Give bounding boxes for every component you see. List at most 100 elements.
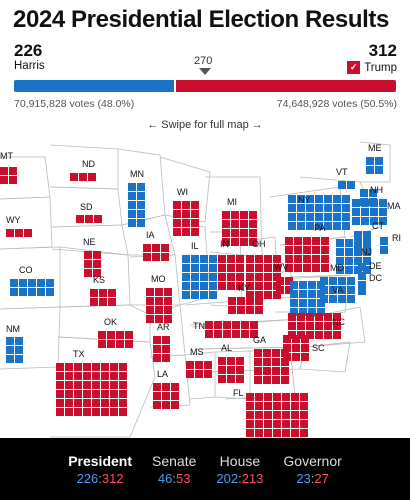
electoral-tile [333, 213, 341, 221]
electoral-tile [128, 210, 136, 218]
electoral-tile [182, 282, 190, 290]
state-co[interactable] [10, 279, 54, 296]
state-sc[interactable] [283, 335, 309, 361]
electoral-tile [200, 291, 208, 299]
electoral-tile [366, 166, 374, 174]
electoral-tile [231, 229, 239, 237]
state-nd[interactable] [70, 173, 96, 181]
electoral-tile [345, 248, 353, 256]
electoral-tile [300, 411, 308, 419]
state-ok[interactable] [98, 331, 133, 348]
electoral-tile [137, 192, 145, 200]
electoral-tile [232, 330, 240, 338]
electoral-tile [101, 381, 109, 389]
electoral-tile [333, 322, 341, 330]
state-la[interactable] [153, 383, 179, 409]
electoral-tile [301, 335, 309, 343]
state-ny[interactable] [288, 195, 350, 230]
electoral-tile [272, 376, 280, 384]
electoral-tile [254, 376, 262, 384]
state-ne[interactable] [84, 251, 101, 277]
electoral-tile [236, 357, 244, 365]
electoral-tile [231, 220, 239, 228]
trump-popular-vote: 74,648,928 votes (50.5%) [276, 98, 397, 110]
electoral-tile [363, 266, 371, 274]
electoral-tile [375, 166, 383, 174]
state-de[interactable] [358, 263, 366, 289]
state-in[interactable] [218, 255, 244, 290]
state-wi[interactable] [173, 201, 199, 236]
state-sd[interactable] [76, 215, 102, 223]
electoral-tile [200, 255, 208, 263]
electoral-tile [46, 288, 54, 296]
state-pa[interactable] [285, 237, 329, 272]
electoral-tile [83, 399, 91, 407]
state-tx[interactable] [56, 363, 127, 416]
electoral-tile [241, 321, 249, 329]
state-tn[interactable] [205, 321, 258, 338]
state-label: OK [104, 317, 117, 327]
state-ia[interactable] [143, 244, 169, 261]
state-mo[interactable] [146, 288, 172, 323]
electoral-tile [264, 420, 272, 428]
electoral-tile [273, 393, 281, 401]
electoral-tile [28, 279, 36, 287]
electoral-tile [116, 331, 124, 339]
electoral-tile [153, 392, 161, 400]
state-vt[interactable] [338, 181, 355, 189]
electoral-tile [56, 372, 64, 380]
state-dc[interactable] [358, 287, 366, 295]
electoral-tile [90, 289, 98, 297]
electoral-tile [263, 358, 271, 366]
electoral-tile [329, 295, 337, 303]
electoral-tile [291, 411, 299, 419]
harris-popular-vote: 70,915,828 votes (48.0%) [14, 98, 135, 110]
state-va[interactable] [290, 281, 325, 316]
electoral-tile [240, 211, 248, 219]
state-ma[interactable] [352, 199, 387, 225]
electoral-tile [191, 273, 199, 281]
electoral-tile [254, 358, 262, 366]
electoral-tile [84, 269, 92, 277]
electoral-tile [312, 246, 320, 254]
electoral-tile [74, 363, 82, 371]
tab-senate[interactable]: Senate 46:53 [152, 453, 196, 486]
state-fl[interactable] [246, 393, 308, 438]
tab-house[interactable]: House 202:213 [216, 453, 263, 486]
electoral-tile [347, 295, 355, 303]
electoral-tile [306, 213, 314, 221]
state-label: TN [193, 321, 205, 331]
tab-governor[interactable]: Governor 23:27 [283, 453, 341, 486]
state-wv[interactable] [276, 277, 293, 294]
state-il[interactable] [182, 255, 217, 299]
state-mi[interactable] [222, 211, 257, 246]
tab-president[interactable]: President 226:312 [68, 453, 132, 486]
state-ky[interactable] [228, 297, 263, 314]
state-mn[interactable] [128, 183, 145, 227]
electoral-tile [161, 244, 169, 252]
electoral-tile [363, 257, 371, 265]
electoral-tile [297, 322, 305, 330]
state-nm[interactable] [6, 337, 23, 363]
electoral-tile [347, 277, 355, 285]
swipe-hint[interactable]: ← Swipe for full map → [147, 119, 263, 131]
electoral-tile [65, 372, 73, 380]
electoral-tile [218, 273, 226, 281]
electoral-tile [209, 291, 217, 299]
electoral-tile [300, 393, 308, 401]
state-ms[interactable] [186, 361, 212, 378]
state-me[interactable] [366, 157, 383, 174]
state-ri[interactable] [380, 237, 388, 254]
state-ar[interactable] [153, 336, 170, 362]
electoral-tile [352, 217, 360, 225]
electoral-tile [93, 251, 101, 259]
electoral-tile [299, 299, 307, 307]
electoral-tile [191, 219, 199, 227]
state-ks[interactable] [90, 289, 116, 306]
state-wy[interactable] [6, 229, 32, 237]
state-mt[interactable] [0, 167, 17, 184]
president-rep-count: 312 [101, 471, 124, 486]
electoral-tile [264, 282, 272, 290]
state-al[interactable] [218, 357, 244, 383]
